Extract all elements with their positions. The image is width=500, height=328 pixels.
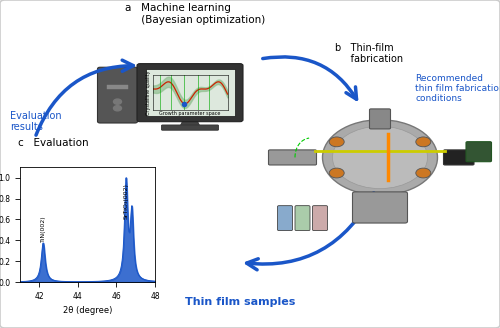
FancyBboxPatch shape [370, 109, 390, 129]
Polygon shape [180, 121, 200, 126]
FancyBboxPatch shape [312, 206, 328, 231]
Circle shape [114, 99, 122, 104]
Y-axis label: Crystalline quality: Crystalline quality [146, 70, 151, 114]
X-axis label: Growth parameter space: Growth parameter space [160, 111, 220, 116]
Text: Thin film samples: Thin film samples [185, 297, 295, 307]
Circle shape [332, 126, 428, 189]
Text: TiN(002): TiN(002) [40, 216, 46, 242]
FancyBboxPatch shape [146, 69, 234, 116]
Text: a   Machine learning
     (Bayesian optimization): a Machine learning (Bayesian optimizatio… [125, 3, 265, 25]
Circle shape [329, 168, 344, 178]
Text: b   Thin-film
     fabrication: b Thin-film fabrication [335, 43, 403, 64]
Text: Evaluation
results: Evaluation results [10, 111, 62, 132]
Text: c   Evaluation: c Evaluation [18, 138, 88, 148]
FancyBboxPatch shape [268, 150, 316, 165]
Circle shape [114, 106, 122, 111]
Circle shape [322, 120, 438, 195]
FancyBboxPatch shape [278, 206, 292, 231]
FancyBboxPatch shape [352, 192, 408, 223]
Text: Recommended
thin film fabrication
conditions: Recommended thin film fabrication condit… [415, 74, 500, 103]
FancyBboxPatch shape [162, 125, 218, 130]
Text: SrTiO₃(002): SrTiO₃(002) [124, 183, 128, 219]
X-axis label: 2θ (degree): 2θ (degree) [63, 306, 112, 315]
FancyBboxPatch shape [466, 142, 491, 162]
Circle shape [329, 137, 344, 147]
FancyBboxPatch shape [444, 150, 474, 165]
FancyBboxPatch shape [98, 67, 138, 123]
FancyBboxPatch shape [107, 85, 128, 89]
FancyBboxPatch shape [137, 64, 243, 122]
Circle shape [416, 168, 431, 178]
FancyBboxPatch shape [295, 206, 310, 231]
Circle shape [416, 137, 431, 147]
